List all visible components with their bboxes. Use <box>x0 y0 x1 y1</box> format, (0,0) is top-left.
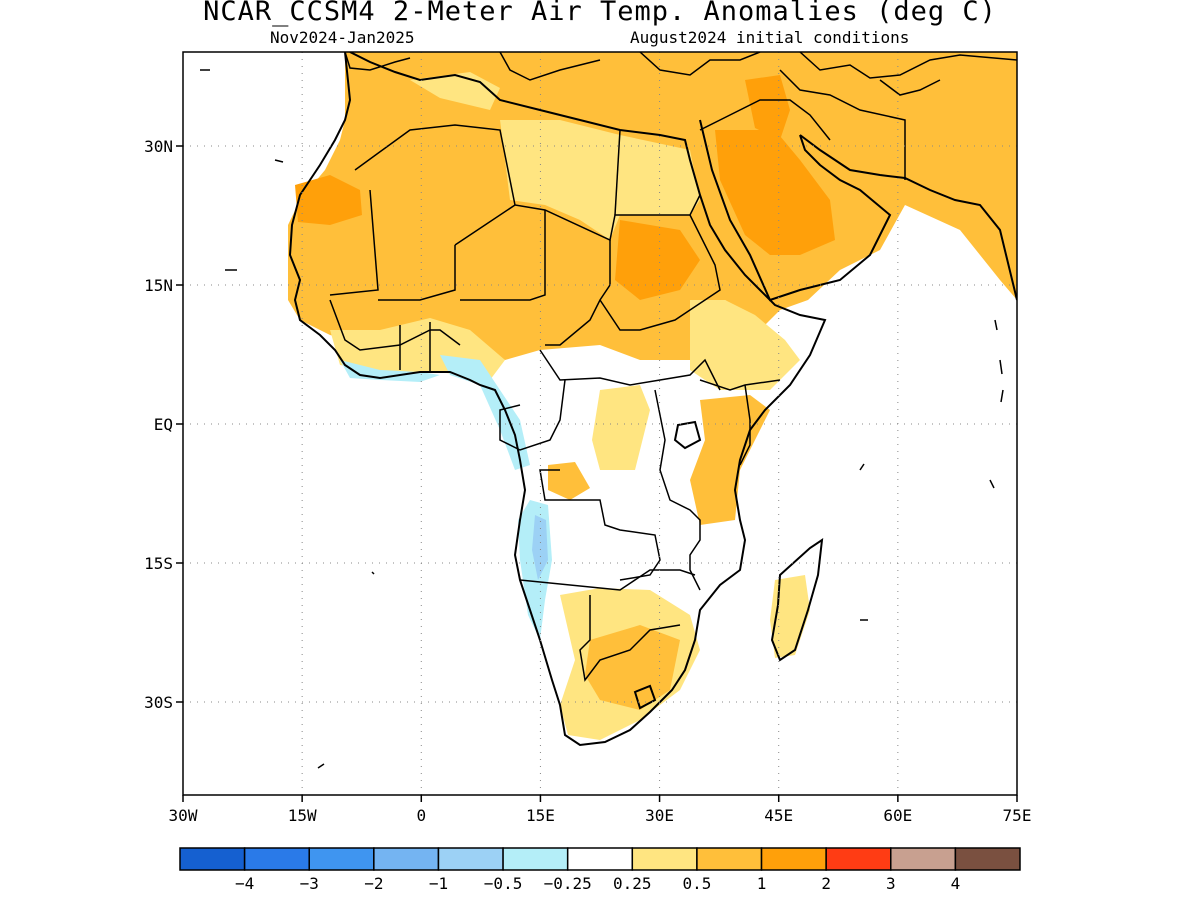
colorbar-label: 1 <box>757 874 767 893</box>
anomaly-patch-gulf-of-guinea <box>440 355 530 470</box>
anomaly-patch-arabia <box>715 130 835 255</box>
colorbar-label: 2 <box>821 874 831 893</box>
colorbar-label: 3 <box>886 874 896 893</box>
colorbar-bin <box>502 847 569 871</box>
lon-tick-label: 45E <box>764 806 793 825</box>
lon-tick-label: 15W <box>288 806 317 825</box>
lake-victoria <box>673 420 702 450</box>
colorbar-bin <box>373 847 440 871</box>
lon-tick-label: 75E <box>1003 806 1032 825</box>
anomaly-patch-iraq <box>745 75 790 140</box>
colorbar-bin <box>825 847 892 871</box>
anomaly-patch-ethiopia-yellow <box>690 300 800 390</box>
map-frame <box>182 51 1018 796</box>
colorbar-bin <box>696 847 763 871</box>
colorbar: −4 −3 −2 −1 −0.5 −0.25 0.25 0.5 1 2 3 4 <box>179 847 1021 893</box>
colorbar-bin <box>954 847 1021 871</box>
colorbar-label: 0.5 <box>682 874 711 893</box>
anomaly-patch-egypt-libya <box>500 120 700 240</box>
colorbar-bin <box>631 847 698 871</box>
colorbar-bin <box>179 847 246 871</box>
lon-tick-label: 60E <box>883 806 912 825</box>
coastline-persian-gulf <box>799 134 1017 301</box>
colorbar-label: 4 <box>951 874 961 893</box>
initial-conditions: August2024 initial conditions <box>630 28 910 47</box>
anomaly-patch-chad <box>615 220 700 300</box>
country-borders <box>329 69 906 682</box>
anomaly-patch-congo <box>592 385 650 470</box>
anomaly-patch-southern-africa-orange <box>585 625 680 710</box>
colorbar-bin <box>566 847 634 871</box>
lon-tick-label: 30E <box>645 806 674 825</box>
forecast-period: Nov2024-Jan2025 <box>270 28 415 47</box>
graticule <box>183 52 1017 795</box>
anomaly-patch-angola <box>548 462 590 500</box>
coastline-arabia <box>699 119 892 302</box>
lat-tick-label: 15S <box>144 554 173 573</box>
small-islands <box>200 69 1004 769</box>
colorbar-bin <box>437 847 504 871</box>
colorbar-bin <box>890 847 957 871</box>
colorbar-bin <box>760 847 827 871</box>
border-lesotho <box>633 684 657 710</box>
lat-tick-label: 30N <box>144 137 173 156</box>
colorbar-label: −3 <box>300 874 319 893</box>
axis-ticks: 30W 15W 0 15E 30E 45E 60E 75E 30N 15N EQ 15S 30S <box>144 137 1031 825</box>
anomaly-patch-east-africa <box>690 395 770 525</box>
anomaly-patch-mauritania <box>295 175 362 225</box>
map-area <box>200 52 1017 769</box>
lon-tick-label: 30W <box>169 806 198 825</box>
colorbar-label: −2 <box>364 874 383 893</box>
coastline-madagascar <box>770 537 824 662</box>
lat-tick-label: 30S <box>144 693 173 712</box>
colorbar-label: −4 <box>235 874 254 893</box>
anomaly-patch-angola-coast-strong <box>532 515 548 580</box>
lon-tick-label: 0 <box>416 806 426 825</box>
map-title: NCAR_CCSM4 2-Meter Air Temp. Anomalies (… <box>203 0 997 27</box>
lon-tick-label: 15E <box>526 806 555 825</box>
colorbar-label: −1 <box>429 874 448 893</box>
coastline-europe <box>344 52 1017 96</box>
colorbar-label: −0.25 <box>544 874 592 893</box>
coastline-africa <box>288 52 827 747</box>
colorbar-label: 0.25 <box>613 874 652 893</box>
lat-tick-label: EQ <box>154 415 173 434</box>
lat-tick-label: 15N <box>144 276 173 295</box>
colorbar-bin <box>243 847 310 871</box>
colorbar-label: −0.5 <box>484 874 523 893</box>
colorbar-bin <box>308 847 375 871</box>
